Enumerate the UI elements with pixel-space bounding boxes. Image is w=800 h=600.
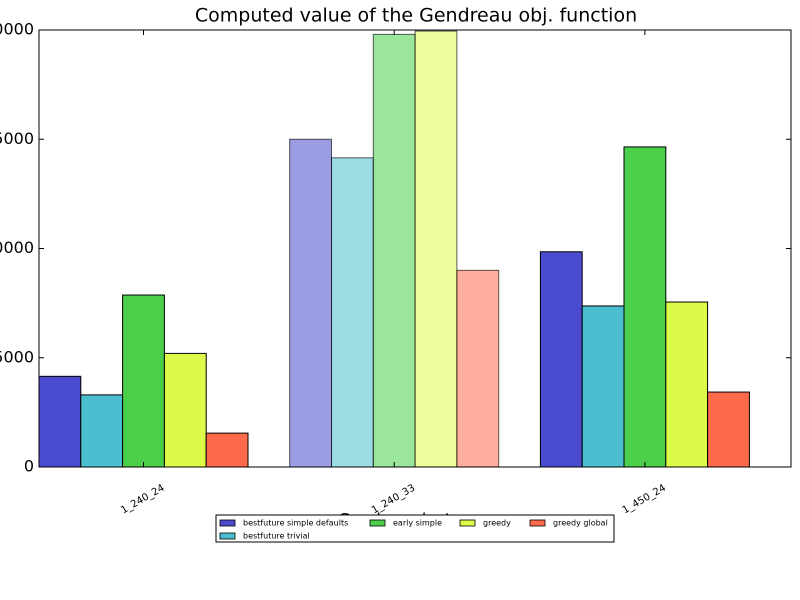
legend-swatch [529, 519, 546, 527]
y-tick-label: 20000 [0, 20, 34, 39]
bar [665, 301, 709, 468]
y-tick-label: 0 [24, 457, 34, 476]
bar [456, 269, 500, 468]
bar [205, 432, 249, 468]
bar [623, 146, 667, 468]
legend-box [215, 514, 615, 543]
plot-frame [38, 29, 792, 468]
x-tick-label: 1_240_24 [119, 483, 166, 517]
bar [707, 391, 750, 468]
legend-label: greedy global [553, 519, 608, 528]
legend-label: bestfuture trivial [243, 532, 310, 541]
bar [289, 138, 333, 468]
legend-label: bestfuture simple defaults [243, 519, 348, 528]
bar [38, 375, 82, 468]
y-tick-label: 10000 [0, 238, 34, 257]
legend-label: greedy [483, 519, 511, 528]
legend-label: early simple [393, 519, 442, 528]
bar [80, 394, 124, 468]
legend-swatch [219, 519, 236, 527]
chart-title: Computed value of the Gendreau obj. func… [195, 5, 637, 27]
legend-swatch [459, 519, 476, 527]
bar [372, 33, 416, 468]
bar [581, 305, 625, 468]
bar [414, 30, 458, 468]
y-tick-label: 15000 [0, 129, 34, 148]
y-tick-label: 5000 [0, 347, 34, 366]
legend-swatch [369, 519, 386, 527]
bar [331, 157, 374, 468]
legend-swatch [219, 532, 236, 540]
bar [539, 251, 583, 468]
x-tick-label: 1_450_24 [621, 483, 668, 517]
bar [163, 352, 207, 468]
bar [122, 294, 165, 468]
